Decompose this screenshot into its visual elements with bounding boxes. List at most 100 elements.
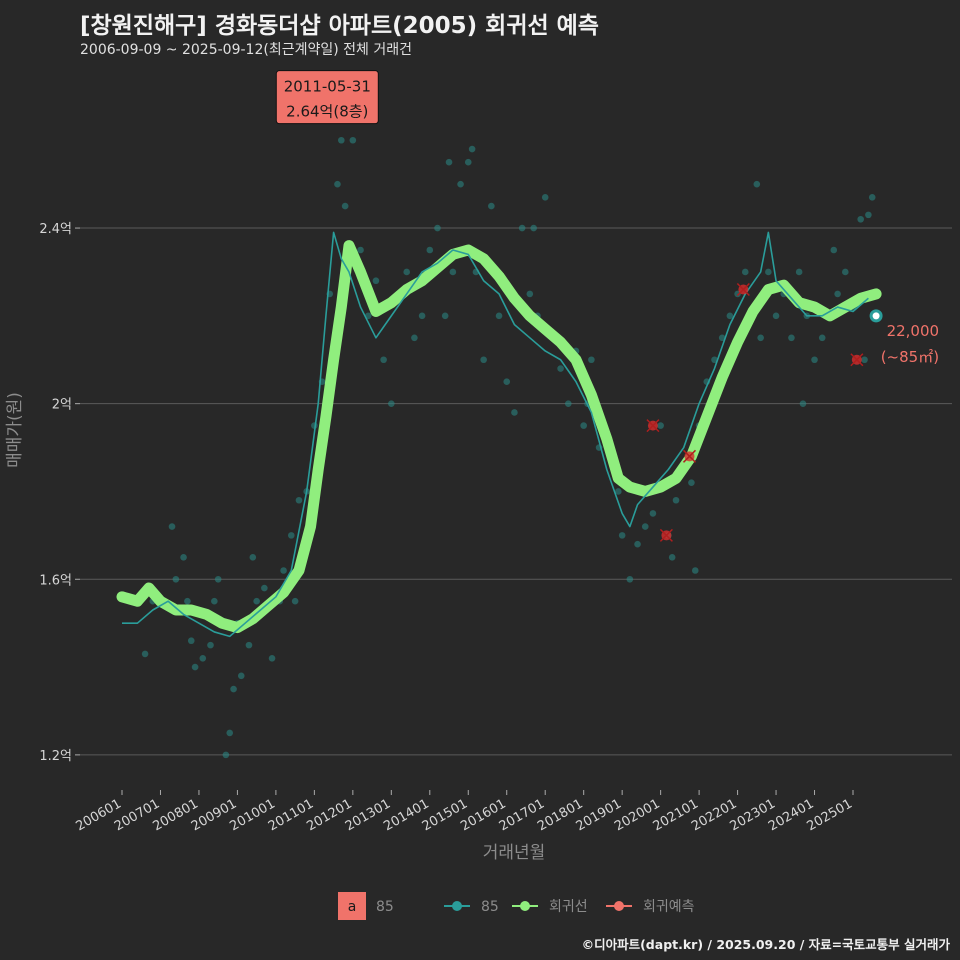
prediction-cross [682, 449, 697, 463]
scatter-point [338, 136, 345, 144]
scatter-point [741, 268, 749, 276]
y-tick-label: 2억 [52, 398, 72, 413]
scatter-point [222, 751, 230, 759]
legend-label-prediction: 회귀예측 [643, 899, 695, 915]
scatter-point [187, 637, 195, 645]
scatter-point [287, 532, 295, 539]
scatter-point [245, 641, 253, 649]
y-tick-label: 1.2억 [39, 749, 72, 764]
max-annotation: 2011-05-31 2.64억(8층) [275, 70, 379, 125]
scatter-point [857, 215, 864, 223]
scatter-points [141, 114, 876, 759]
scatter-point [426, 246, 434, 254]
scatter-point [580, 422, 587, 429]
scatter-point [211, 597, 218, 605]
scatter-point [757, 334, 764, 342]
last-point-marker [869, 309, 883, 323]
scatter-point [865, 211, 872, 219]
legend-area-key-text: a [348, 899, 357, 915]
scatter-point [480, 356, 487, 364]
scatter-point [753, 180, 761, 188]
scatter-point [588, 356, 595, 364]
scatter-point [765, 268, 772, 276]
source-caption: ©디아파트(dapt.kr) / 2025.09.20 / 자료=국토교통부 실… [581, 937, 950, 952]
scatter-point [464, 158, 472, 166]
scatter-point [334, 180, 341, 188]
scatter-point [788, 334, 795, 342]
scatter-point [503, 378, 511, 386]
legend-dot-85 [452, 901, 462, 911]
scatter-point [557, 365, 564, 372]
scatter-point [268, 654, 276, 662]
scatter-point [403, 268, 411, 276]
prediction-points [646, 282, 864, 542]
scatter-point [615, 488, 622, 495]
scatter-point [172, 575, 180, 583]
scatter-point [261, 584, 268, 592]
scatter-point [672, 496, 680, 504]
scatter-point [726, 312, 734, 320]
prediction-cross [659, 528, 673, 542]
scatter-point [842, 268, 849, 276]
y-tick-label: 2.4억 [39, 222, 72, 237]
scatter-point [214, 575, 222, 583]
scatter-point [711, 356, 718, 364]
series-85-line [122, 231, 869, 638]
last-point-label: 22,000 (~85㎡) [869, 309, 940, 366]
scatter-point [818, 334, 826, 342]
last-area-label: (~85㎡) [881, 348, 939, 366]
scatter-point [772, 312, 780, 320]
scatter-point [191, 663, 199, 671]
scatter-point [226, 729, 234, 737]
scatter-point [657, 422, 664, 429]
last-price-label: 22,000 [887, 322, 940, 340]
scatter-point [457, 180, 464, 188]
scatter-point [295, 496, 303, 504]
scatter-point [488, 202, 495, 210]
scatter-point [495, 312, 503, 320]
legend-dot-prediction [614, 901, 624, 911]
legend-label-85: 85 [481, 899, 499, 915]
scatter-point [411, 334, 418, 342]
scatter-point [380, 356, 387, 364]
scatter-point [830, 246, 838, 254]
scatter-point [468, 145, 476, 153]
legend-label-regression: 회귀선 [549, 899, 588, 915]
scatter-point [357, 246, 364, 254]
annotation-date: 2011-05-31 [284, 78, 371, 96]
legend-area-label: 85 [376, 899, 394, 915]
scatter-point [449, 268, 457, 276]
scatter-point [634, 540, 641, 548]
regression-line [116, 240, 882, 634]
scatter-point [641, 523, 649, 530]
scatter-point [372, 277, 380, 285]
y-axis-title: 매매가(원) [5, 392, 25, 468]
scatter-point [445, 158, 453, 166]
scatter-point [349, 136, 357, 144]
y-tick-label: 1.6억 [39, 573, 72, 588]
scatter-point [184, 597, 191, 605]
scatter-point [811, 356, 818, 364]
scatter-point [230, 685, 237, 693]
scatter-point [668, 554, 676, 561]
scatter-point [530, 224, 537, 232]
scatter-point [441, 312, 449, 320]
scatter-point [388, 400, 395, 407]
scatter-point [861, 356, 868, 364]
series-lines [116, 231, 882, 638]
x-axis-title: 거래년월 [483, 843, 546, 863]
scatter-point [541, 194, 549, 201]
scatter-point [511, 409, 518, 416]
prediction-cross [646, 419, 660, 433]
legend: a 85 85 회귀선 회귀예측 [338, 892, 695, 920]
scatter-point [718, 334, 726, 342]
scatter-point [649, 510, 657, 517]
scatter-point [180, 554, 187, 561]
scatter-point [253, 597, 260, 605]
scatter-point [868, 194, 876, 201]
scatter-point [207, 641, 214, 649]
chart-title: [창원진해구] 경화동더샵 아파트(2005) 회귀선 예측 [80, 13, 599, 39]
scatter-point [291, 597, 299, 605]
annotation-price: 2.64억(8층) [286, 103, 368, 121]
